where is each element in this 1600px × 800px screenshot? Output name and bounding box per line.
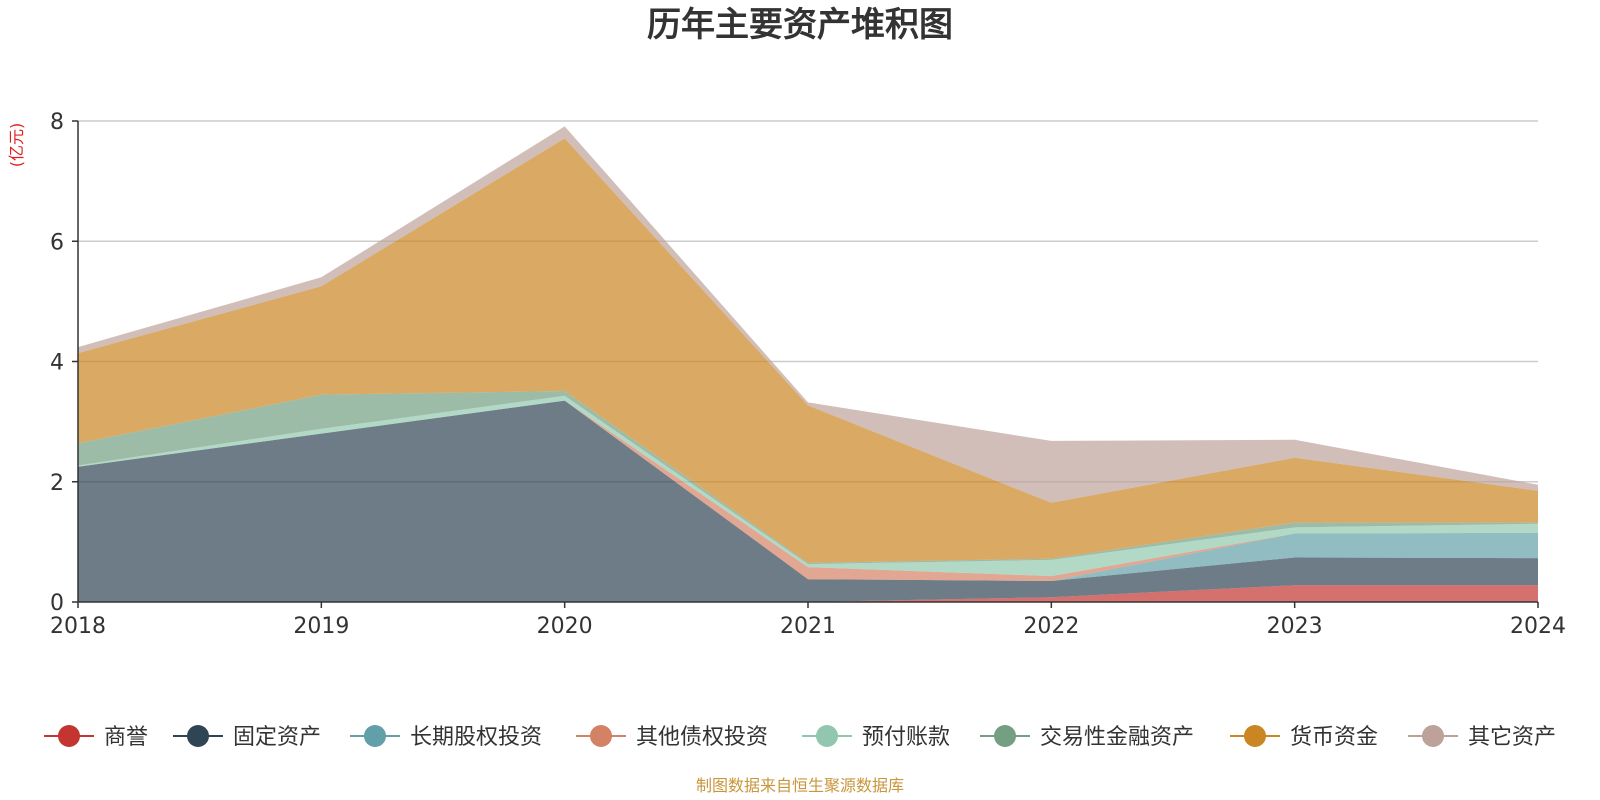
legend-label: 货币资金	[1290, 725, 1378, 750]
legend-marker	[1244, 725, 1266, 747]
y-tick-label: 0	[50, 591, 64, 616]
legend-marker	[590, 725, 612, 747]
legend-marker	[816, 725, 838, 747]
area-series-0[interactable]	[78, 585, 1538, 602]
y-tick-label: 4	[50, 351, 64, 376]
axes: 0 2 4 6 8 2018 2019 2020 2021 2022 2023 2024	[50, 110, 1566, 639]
x-tick-label: 2018	[50, 614, 106, 639]
legend-label: 固定资产	[233, 725, 321, 750]
x-tick-label: 2023	[1267, 614, 1323, 639]
legend-marker	[58, 725, 80, 747]
legend-item-2[interactable]: 长期股权投资	[350, 725, 542, 750]
legend-item-6[interactable]: 货币资金	[1230, 725, 1378, 750]
data-source-note: 制图数据来自恒生聚源数据库	[696, 776, 904, 795]
area-series	[78, 126, 1538, 602]
y-tick-label: 6	[50, 230, 64, 255]
legend-item-0[interactable]: 商誉	[44, 725, 148, 750]
legend-label: 交易性金融资产	[1040, 725, 1194, 750]
y-tick-label: 2	[50, 471, 64, 496]
x-tick-label: 2020	[537, 614, 593, 639]
area-series-7[interactable]	[78, 126, 1538, 503]
y-tick-label: 8	[50, 110, 64, 135]
legend-marker	[187, 725, 209, 747]
area-series-6[interactable]	[78, 138, 1538, 563]
x-tick-label: 2019	[293, 614, 349, 639]
legend-label: 预付账款	[862, 725, 950, 750]
legend-item-5[interactable]: 交易性金融资产	[980, 725, 1194, 750]
x-tick-label: 2024	[1510, 614, 1566, 639]
x-tick-label: 2022	[1023, 614, 1079, 639]
legend-label: 长期股权投资	[410, 725, 542, 750]
y-axis-unit: (亿元)	[7, 123, 26, 168]
legend-marker	[994, 725, 1016, 747]
legend-marker	[1422, 725, 1444, 747]
x-tick-label: 2021	[780, 614, 836, 639]
chart-title: 历年主要资产堆积图	[647, 5, 953, 45]
legend-item-4[interactable]: 预付账款	[802, 725, 950, 750]
legend[interactable]: 商誉 固定资产 长期股权投资 其他债权投资 预付账款 交易性金融资产 货币资金 其它资产	[44, 725, 1556, 750]
legend-label: 商誉	[104, 725, 148, 750]
area-series-1[interactable]	[78, 400, 1538, 602]
legend-item-3[interactable]: 其他债权投资	[576, 725, 768, 750]
legend-item-7[interactable]: 其它资产	[1408, 725, 1556, 750]
legend-marker	[364, 725, 386, 747]
legend-label: 其它资产	[1468, 725, 1556, 750]
legend-label: 其他债权投资	[636, 725, 768, 750]
legend-item-1[interactable]: 固定资产	[173, 725, 321, 750]
